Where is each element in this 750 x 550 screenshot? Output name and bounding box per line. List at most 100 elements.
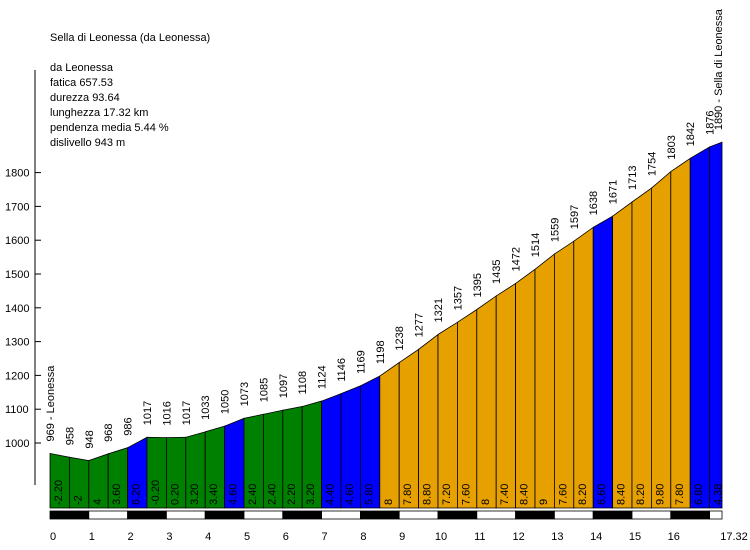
y-tick-label: 1700	[5, 201, 29, 213]
x-tick-label: 5	[244, 531, 250, 543]
elevation-label: 1803	[666, 135, 678, 159]
elevation-label: 948	[84, 430, 96, 448]
elevation-label: 1876	[705, 110, 717, 134]
y-tick-label: 1300	[5, 337, 29, 349]
elevation-label: 1357	[452, 286, 464, 310]
elevation-label: 1559	[549, 218, 561, 242]
segment-fill	[592, 215, 613, 509]
segment-fill	[670, 157, 691, 509]
grade-label: 7.40	[499, 484, 511, 505]
grade-label: 8	[383, 499, 395, 505]
x-tick-label: 3	[166, 531, 172, 543]
start-label: 969 - Leonessa	[45, 365, 57, 442]
segment-fill	[709, 141, 723, 509]
elevation-label: 1033	[200, 395, 212, 419]
x-end-label: 17.32	[720, 531, 748, 543]
segment-fill	[651, 170, 672, 509]
km-bar-cell	[165, 510, 206, 520]
y-axis: 1000 1100 1200 1300 1400 1500 1600 1700 1800	[5, 70, 41, 485]
elevation-label: 1638	[588, 191, 600, 215]
segment-fill	[689, 146, 710, 509]
km-bar-cell	[631, 510, 672, 520]
grade-label: 3.20	[305, 484, 317, 505]
elevation-label: 1395	[472, 273, 484, 297]
grade-label: 4.40	[325, 484, 337, 505]
elevation-labels: 969 - Leonessa 958 948 968 986 1017 1016 1017 10…	[45, 8, 725, 448]
elevation-label: 1108	[297, 371, 309, 395]
km-bar-cell	[437, 510, 478, 520]
x-tick-label: 7	[322, 531, 328, 543]
km-bar-cell	[476, 510, 516, 520]
elevation-label: 1073	[239, 382, 251, 406]
km-bar-cell	[88, 510, 129, 520]
y-tick-label: 1200	[5, 370, 29, 382]
grade-label: 7.80	[402, 484, 414, 505]
elevation-label: 1472	[511, 247, 523, 271]
elevation-label: 986	[123, 417, 135, 435]
segment-fill	[456, 308, 478, 509]
km-bar-cell	[127, 510, 167, 520]
x-tick-label: 16	[668, 531, 680, 543]
km-bar-cell	[670, 510, 710, 520]
grade-label: 8.20	[577, 484, 589, 505]
grade-label: 4.60	[228, 484, 240, 505]
x-tick-label: 8	[360, 531, 366, 543]
grade-label: 3.40	[208, 484, 220, 505]
segment-fill	[418, 333, 439, 509]
grade-label: -0.20	[150, 480, 162, 505]
x-tick-label: 4	[205, 531, 211, 543]
elevation-label: 1017	[142, 401, 154, 425]
elevation-label: 1017	[181, 401, 193, 425]
x-tick-label: 10	[435, 531, 447, 543]
km-bar-cell	[709, 510, 723, 520]
x-axis-ticks: 0 1 2 3 4 5 6 7 8 9 10 11 12 13 14 15 16 17.32	[50, 531, 748, 543]
grade-label: 0.20	[169, 484, 181, 505]
grade-label: 9	[538, 499, 550, 505]
x-tick-label: 6	[283, 531, 289, 543]
elevation-label: 1277	[414, 313, 426, 337]
grade-label: 8.20	[635, 484, 647, 505]
y-tick-label: 1000	[5, 438, 29, 450]
x-tick-label: 9	[399, 531, 405, 543]
grade-label: 8.80	[422, 484, 434, 505]
segment-fill	[554, 240, 575, 509]
km-bar-cell	[592, 510, 633, 520]
elevation-label: 1146	[336, 358, 348, 382]
grade-label: 4.38	[713, 484, 725, 505]
end-label: 1890 - Sella di Leonessa	[713, 8, 725, 130]
elevation-label: 1597	[569, 205, 581, 229]
grade-label: 8.40	[519, 484, 531, 505]
km-bar-cell	[515, 510, 555, 520]
elevation-label: 1435	[491, 259, 503, 283]
segment-fill	[573, 226, 594, 509]
elevation-label: 1713	[627, 166, 639, 190]
chart-title: Sella di Leonessa (da Leonessa)	[50, 32, 211, 44]
info-dislivello: dislivello 943 m	[50, 137, 126, 149]
segment-fill	[631, 187, 652, 509]
elevation-label: 1198	[375, 340, 387, 364]
x-tick-label: 11	[474, 531, 485, 543]
segment-fill	[612, 201, 633, 509]
elevation-label: 1238	[394, 326, 406, 350]
elevation-label: 1085	[258, 378, 270, 402]
elevation-label: 1050	[220, 390, 232, 414]
elevation-label: 1321	[433, 298, 445, 322]
info-lunghezza: lunghezza 17.32 km	[50, 107, 149, 119]
segment-fill	[495, 282, 516, 509]
grade-label: 2.40	[266, 484, 278, 505]
segment-fills	[49, 141, 723, 509]
km-scale-bar	[49, 510, 723, 520]
grade-label: 7.20	[441, 484, 453, 505]
segment-fill	[534, 253, 555, 509]
x-tick-label: 2	[128, 531, 134, 543]
grade-label: 6.60	[596, 484, 608, 505]
km-bar-cell	[243, 510, 284, 520]
km-bar-cell	[49, 510, 90, 520]
x-tick-label: 14	[590, 531, 602, 543]
grade-label: 6.80	[693, 484, 705, 505]
km-bar-cell	[321, 510, 361, 520]
segment-fill	[379, 361, 400, 509]
grade-label: 3.60	[111, 484, 123, 505]
elevation-label: 958	[64, 427, 76, 445]
